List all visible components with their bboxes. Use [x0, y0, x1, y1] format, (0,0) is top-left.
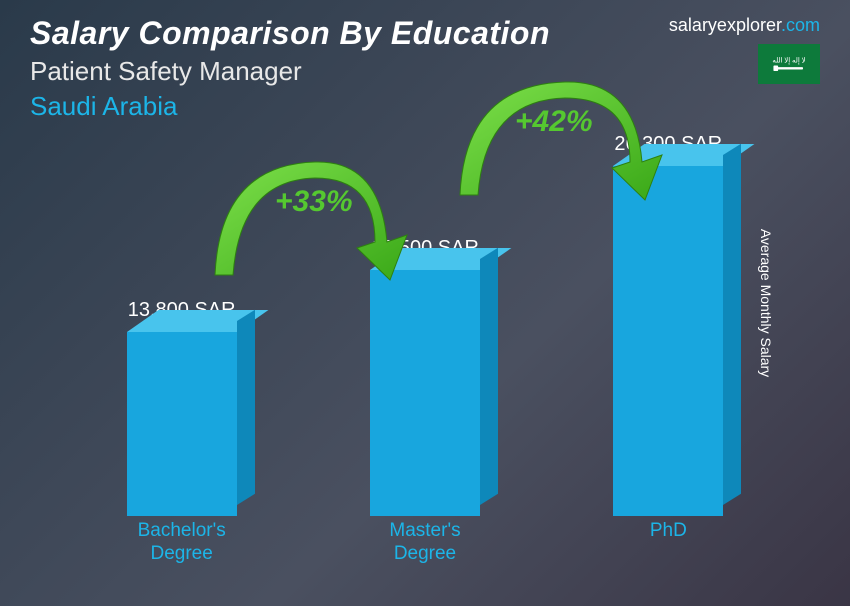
- x-axis-label: PhD: [598, 520, 738, 566]
- bar-front-face: [370, 270, 480, 516]
- x-axis-label: Bachelor'sDegree: [112, 520, 252, 566]
- brand-suffix: .com: [781, 15, 820, 35]
- percent-increase-label: +42%: [515, 105, 593, 139]
- bar-3d: [613, 166, 723, 516]
- percent-increase-label: +33%: [275, 185, 353, 219]
- brand-main: salaryexplorer: [669, 15, 781, 35]
- flag-icon: لا إله إلا الله: [758, 44, 820, 84]
- bar-3d: [370, 270, 480, 516]
- bars-container: 13,800 SAR 18,500 SAR 26,300 SAR: [60, 140, 790, 516]
- bar-front-face: [127, 332, 237, 516]
- brand-text: salaryexplorer.com: [669, 15, 820, 36]
- brand-block: salaryexplorer.com لا إله إلا الله: [669, 15, 820, 84]
- increase-arrow: [450, 70, 680, 210]
- y-axis-label: Average Monthly Salary: [758, 229, 774, 377]
- bar-group: 13,800 SAR: [127, 299, 237, 516]
- bar-side-face: [723, 144, 741, 505]
- header: Salary Comparison By Education Patient S…: [30, 15, 820, 122]
- bar-side-face: [237, 310, 255, 505]
- x-axis-labels: Bachelor'sDegree Master'sDegree PhD: [60, 520, 790, 566]
- bar-side-face: [480, 248, 498, 505]
- chart-title: Salary Comparison By Education: [30, 15, 550, 52]
- chart-area: 13,800 SAR 18,500 SAR 26,300 SAR Bachelo…: [60, 140, 790, 566]
- x-axis-label: Master'sDegree: [355, 520, 495, 566]
- bar-3d: [127, 332, 237, 516]
- bar-front-face: [613, 166, 723, 516]
- svg-text:لا إله إلا الله: لا إله إلا الله: [772, 56, 805, 64]
- increase-arrow: [205, 150, 425, 290]
